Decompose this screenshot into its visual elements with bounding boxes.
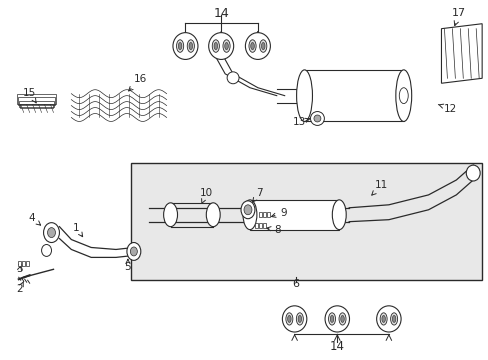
Text: 2: 2 <box>17 282 23 294</box>
Ellipse shape <box>332 200 346 230</box>
Text: 7: 7 <box>251 188 263 203</box>
Bar <box>18 261 20 266</box>
Ellipse shape <box>325 306 349 332</box>
Bar <box>258 223 262 228</box>
Ellipse shape <box>223 40 230 52</box>
Text: 6: 6 <box>291 279 299 289</box>
Ellipse shape <box>224 42 228 50</box>
Text: 13: 13 <box>292 117 309 127</box>
Bar <box>20 104 53 108</box>
Ellipse shape <box>376 306 400 332</box>
Ellipse shape <box>282 306 306 332</box>
Bar <box>131 163 481 280</box>
Ellipse shape <box>214 42 217 50</box>
Bar <box>304 70 403 121</box>
Ellipse shape <box>43 223 60 243</box>
Bar <box>21 261 25 266</box>
Ellipse shape <box>208 33 233 59</box>
Text: 15: 15 <box>23 88 36 103</box>
Ellipse shape <box>178 42 182 50</box>
Ellipse shape <box>250 42 254 50</box>
Ellipse shape <box>212 40 219 52</box>
Ellipse shape <box>189 42 192 50</box>
Ellipse shape <box>338 313 346 325</box>
Ellipse shape <box>381 315 385 323</box>
Ellipse shape <box>130 247 137 256</box>
Text: 14: 14 <box>213 7 228 20</box>
Bar <box>17 94 56 104</box>
Ellipse shape <box>173 33 198 59</box>
Ellipse shape <box>243 200 256 230</box>
Ellipse shape <box>313 115 320 122</box>
Bar <box>19 100 54 107</box>
Bar <box>18 97 55 105</box>
Text: 5: 5 <box>124 259 131 272</box>
Bar <box>263 223 265 228</box>
Ellipse shape <box>127 243 141 260</box>
Text: 8: 8 <box>266 225 281 235</box>
Bar <box>254 223 257 228</box>
Ellipse shape <box>328 313 335 325</box>
Ellipse shape <box>391 315 395 323</box>
Ellipse shape <box>226 72 239 84</box>
Ellipse shape <box>395 70 411 121</box>
Ellipse shape <box>296 313 303 325</box>
Ellipse shape <box>298 315 301 323</box>
Text: 17: 17 <box>451 8 466 26</box>
Polygon shape <box>441 24 481 83</box>
Text: 16: 16 <box>128 74 147 91</box>
Ellipse shape <box>261 42 264 50</box>
Text: 14: 14 <box>329 340 344 353</box>
Text: 3: 3 <box>17 264 23 274</box>
Text: 9: 9 <box>271 208 286 218</box>
Ellipse shape <box>245 33 270 59</box>
Ellipse shape <box>244 205 251 215</box>
Ellipse shape <box>259 40 266 52</box>
Ellipse shape <box>41 244 51 256</box>
Ellipse shape <box>466 165 479 181</box>
Ellipse shape <box>187 40 194 52</box>
Text: 1: 1 <box>73 222 82 237</box>
Ellipse shape <box>163 203 177 227</box>
Ellipse shape <box>176 40 183 52</box>
Bar <box>258 212 262 217</box>
Bar <box>26 261 29 266</box>
Ellipse shape <box>340 315 344 323</box>
Ellipse shape <box>329 315 333 323</box>
Text: 12: 12 <box>437 104 456 113</box>
Ellipse shape <box>47 228 55 238</box>
Bar <box>266 212 269 217</box>
Ellipse shape <box>206 203 220 227</box>
Ellipse shape <box>285 313 292 325</box>
Bar <box>263 212 265 217</box>
Ellipse shape <box>287 315 290 323</box>
Ellipse shape <box>296 70 312 121</box>
Text: 4: 4 <box>28 213 41 225</box>
Ellipse shape <box>248 40 256 52</box>
Ellipse shape <box>379 313 386 325</box>
Bar <box>249 200 339 230</box>
Ellipse shape <box>390 313 397 325</box>
Text: 10: 10 <box>199 188 212 203</box>
Text: 11: 11 <box>371 180 388 195</box>
Ellipse shape <box>241 201 254 219</box>
Ellipse shape <box>310 112 324 125</box>
